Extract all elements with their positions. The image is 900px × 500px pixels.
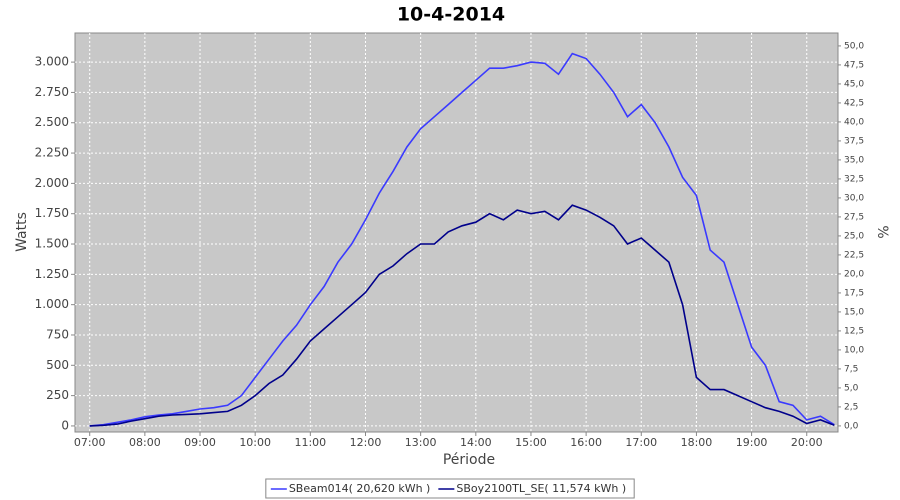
y2-tick-label: 50,0: [844, 41, 864, 51]
y2-tick-label: 35,0: [844, 155, 864, 165]
x-tick-label: 12:00: [350, 436, 382, 449]
y2-tick-label: 10,0: [844, 345, 864, 355]
y-tick-label: 0: [61, 418, 69, 432]
y-axis-title: Watts: [14, 212, 30, 252]
y-tick-label: 2.000: [35, 176, 69, 190]
series-line: [89, 52, 835, 427]
y2-tick-label: 5,0: [844, 383, 859, 393]
y2-tick-label: 27,5: [844, 212, 864, 222]
y2-tick-label: 20,0: [844, 269, 864, 279]
x-tick-label: 16:00: [570, 436, 602, 449]
y2-tick-label: 25,0: [844, 231, 864, 241]
y2-tick-label: 40,0: [844, 117, 864, 127]
y-tick-label: 500: [46, 358, 69, 372]
y2-tick-label: 15,0: [844, 307, 864, 317]
y2-tick-label: 7,5: [844, 364, 858, 374]
x-tick-label: 11:00: [294, 436, 326, 449]
y-tick-label: 3.000: [35, 55, 69, 69]
y2-tick-label: 0,0: [844, 421, 859, 431]
y2-tick-label: 47,5: [844, 60, 864, 70]
y2-tick-label: 30,0: [844, 193, 864, 203]
legend-label: SBoy2100TL_SE( 11,574 kWh ): [456, 482, 626, 495]
y2-tick-label: 32,5: [844, 174, 864, 184]
chart-title: 10-4-2014: [397, 4, 505, 26]
y-tick-label: 2.250: [35, 146, 69, 160]
y-tick-label: 2.500: [35, 115, 69, 129]
y2-axis-title: %: [874, 225, 890, 238]
y2-tick-label: 2,5: [844, 402, 858, 412]
y-tick-label: 1.250: [35, 267, 69, 281]
x-axis-title: Période: [443, 452, 495, 468]
legend-label: SBeam014( 20,620 kWh ): [289, 482, 431, 495]
y2-tick-label: 22,5: [844, 250, 864, 260]
x-tick-label: 09:00: [184, 436, 216, 449]
y-tick-label: 1.500: [35, 237, 69, 251]
y-tick-label: 750: [46, 327, 69, 341]
x-tick-label: 10:00: [239, 436, 271, 449]
y2-tick-label: 17,5: [844, 288, 864, 298]
x-tick-label: 08:00: [129, 436, 161, 449]
series-line: [89, 204, 835, 427]
y2-tick-label: 12,5: [844, 326, 864, 336]
y2-tick-label: 45,0: [844, 79, 864, 89]
x-tick-label: 13:00: [405, 436, 437, 449]
y-tick-label: 1.750: [35, 206, 69, 220]
y-tick-label: 2.750: [35, 85, 69, 99]
x-tick-label: 15:00: [515, 436, 547, 449]
x-tick-label: 14:00: [460, 436, 492, 449]
y2-tick-label: 42,5: [844, 98, 864, 108]
y-tick-label: 250: [46, 388, 69, 402]
x-tick-label: 07:00: [74, 436, 106, 449]
x-tick-label: 17:00: [625, 436, 657, 449]
y2-tick-label: 37,5: [844, 136, 864, 146]
x-tick-label: 19:00: [736, 436, 768, 449]
y-tick-label: 1.000: [35, 297, 69, 311]
x-tick-label: 18:00: [681, 436, 713, 449]
x-tick-label: 20:00: [791, 436, 823, 449]
